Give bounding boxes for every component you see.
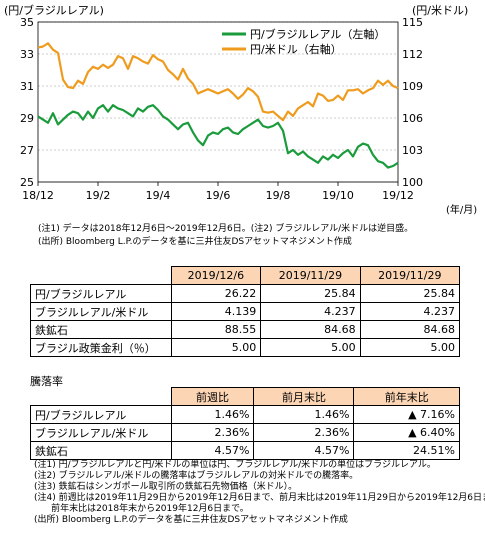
cell: ▲ 7.16%	[353, 405, 460, 424]
legend-item-usd: 円/米ドル（右軸）	[250, 42, 342, 56]
footnotes: (注1) 円/ブラジルレアルと円/米ドルの単位は円、ブラジルレアル/米ドルの単位…	[34, 460, 485, 526]
usd-series-line	[37, 42, 399, 122]
cell: 2.36%	[170, 423, 255, 442]
col-header: 2019/11/29	[260, 266, 361, 285]
cell: 88.55	[170, 320, 262, 339]
right-axis-label: (円/米ドル)	[412, 4, 469, 17]
cell: 4.237	[260, 302, 361, 321]
price-table: 2019/12/6 2019/11/29 2019/11/29 円/ブラジルレア…	[30, 266, 461, 357]
col-header: 前月末比	[253, 387, 355, 406]
left-axis-label: (円/ブラジルレアル)	[4, 4, 104, 17]
cell: ▲ 6.40%	[353, 423, 460, 442]
x-tick-label: 19/12	[382, 189, 414, 202]
col-header: 前年末比	[353, 387, 460, 406]
col-header: 2019/12/6	[170, 266, 262, 285]
chart-note-1: (注1) データは2018年12月6日～2019年12月6日。(注2) ブラジル…	[38, 224, 414, 234]
row-header: 円/ブラジルレアル	[30, 284, 172, 303]
cell: 4.57%	[253, 441, 355, 460]
legend-item-brl: 円/ブラジルレアル（左軸）	[250, 27, 385, 41]
footnote: 前年末比は2018年末から2019年12月6日まで。	[34, 504, 249, 514]
right-tick-label: 100	[402, 176, 423, 189]
left-tick-label: 31	[20, 80, 34, 93]
right-tick-label: 106	[402, 112, 423, 125]
left-tick-label: 33	[20, 48, 34, 61]
cell: 1.46%	[170, 405, 255, 424]
row-header: 鉄鉱石	[30, 441, 172, 460]
table-row: 鉄鉱石 4.57% 4.57% 24.51%	[30, 441, 460, 460]
left-tick-label: 27	[20, 144, 34, 157]
col-header: 前週比	[170, 387, 255, 406]
cell: 5.00	[170, 338, 262, 357]
row-header: ブラジル政策金利（％）	[30, 338, 172, 357]
cell: 5.00	[260, 338, 361, 357]
cell: 26.22	[170, 284, 262, 303]
chart-note-2: (出所) Bloomberg L.P.のデータを基に三井住友DSアセットマネジメ…	[38, 237, 352, 247]
footnote: (注4) 前週比は2019年11月29日から2019年12月6日まで、前月末比は…	[34, 493, 485, 503]
cell: 84.68	[260, 320, 361, 339]
change-table: 前週比 前月末比 前年末比 円/ブラジルレアル 1.46% 1.46% ▲ 7.…	[30, 387, 460, 460]
cell: 25.84	[359, 284, 461, 303]
table-row: 円/ブラジルレアル 26.22 25.84 25.84	[30, 284, 461, 303]
right-tick-label: 103	[402, 144, 423, 157]
left-tick-label: 29	[20, 112, 34, 125]
line-chart: 35 115 33 112 31 109 29 106 27 103 25 100 18/12 19/2 1…	[20, 16, 423, 202]
cell: 84.68	[359, 320, 461, 339]
footnote: (注3) 鉄鉱石はシンガポール取引所の鉄鉱石先物価格（米ドル）。	[34, 482, 298, 492]
x-tick-label: 18/12	[22, 189, 54, 202]
table-row: 鉄鉱石 88.55 84.68 84.68	[30, 320, 461, 339]
footnote: (注1) 円/ブラジルレアルと円/米ドルの単位は円、ブラジルレアル/米ドルの単位…	[34, 460, 436, 470]
table-header-row: 2019/12/6 2019/11/29 2019/11/29	[31, 266, 461, 285]
right-tick-label: 112	[402, 48, 423, 61]
x-tick-label: 19/10	[322, 189, 354, 202]
left-tick-label: 25	[20, 176, 34, 189]
cell: 24.51%	[353, 441, 460, 460]
cell: 1.46%	[253, 405, 355, 424]
col-header: 2019/11/29	[359, 266, 461, 285]
cell: 5.00	[359, 338, 461, 357]
right-tick-label: 109	[402, 80, 423, 93]
plot-frame	[37, 21, 399, 183]
table-header-row: 前週比 前月末比 前年末比	[31, 387, 460, 406]
row-header: 鉄鉱石	[30, 320, 172, 339]
table2-title: 騰落率	[30, 375, 63, 388]
table-row: ブラジル政策金利（％） 5.00 5.00 5.00	[30, 338, 461, 357]
cell: 4.57%	[170, 441, 255, 460]
cell: 2.36%	[253, 423, 355, 442]
row-header: 円/ブラジルレアル	[30, 405, 172, 424]
brl-series-line	[37, 104, 399, 169]
cell: 4.139	[170, 302, 262, 321]
cell: 4.237	[359, 302, 461, 321]
table-corner	[31, 388, 172, 406]
cell: 25.84	[260, 284, 361, 303]
x-tick-label: 19/6	[206, 189, 231, 202]
footnote: (出所) Bloomberg L.P.のデータを基に三井住友DSアセットマネジメ…	[34, 515, 348, 525]
x-tick-label: 19/2	[86, 189, 111, 202]
row-header: ブラジルレアル/米ドル	[30, 423, 172, 442]
left-tick-label: 35	[20, 16, 34, 29]
x-tick-label: 19/8	[266, 189, 291, 202]
footnote: (注2) ブラジルレアル/米ドルの騰落率はブラジルレアルの対米ドルでの騰落率。	[34, 471, 359, 481]
table-row: ブラジルレアル/米ドル 2.36% 2.36% ▲ 6.40%	[30, 423, 460, 442]
table-corner	[31, 267, 172, 285]
x-unit-label: (年/月)	[446, 205, 478, 216]
x-tick-label: 19/4	[146, 189, 171, 202]
row-header: ブラジルレアル/米ドル	[30, 302, 172, 321]
table-row: 円/ブラジルレアル 1.46% 1.46% ▲ 7.16%	[30, 405, 460, 424]
table-row: ブラジルレアル/米ドル 4.139 4.237 4.237	[30, 302, 461, 321]
right-tick-label: 115	[402, 16, 423, 29]
